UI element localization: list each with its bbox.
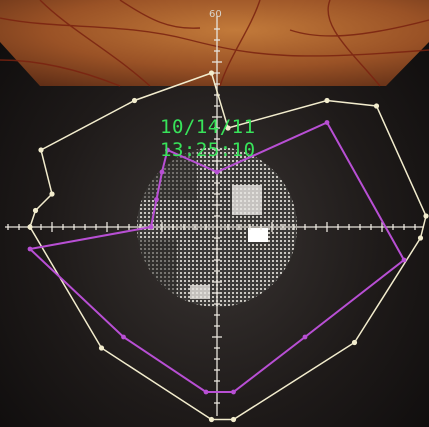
inner-field-point xyxy=(154,197,159,202)
capture-time: 13:25:10 xyxy=(160,139,256,161)
crosshair-axes xyxy=(5,16,424,416)
inner-field-point xyxy=(302,334,308,340)
inner-field-point xyxy=(231,389,236,395)
outer-field-point xyxy=(27,224,33,230)
inner-field-points xyxy=(27,120,407,395)
outer-field-point xyxy=(230,416,237,423)
inner-field-point xyxy=(324,120,330,125)
outer-field-point xyxy=(32,207,39,214)
outer-field-point xyxy=(98,345,105,351)
outer-field-outline xyxy=(29,72,427,421)
outer-field-point xyxy=(417,235,424,241)
outer-field-point xyxy=(208,416,215,423)
inner-field-point xyxy=(159,169,165,175)
outer-field-point xyxy=(373,103,380,109)
outer-field-point xyxy=(49,191,55,197)
inner-field-point xyxy=(401,257,407,263)
outer-field-point xyxy=(131,97,138,104)
axis-max-label: 60 xyxy=(209,9,222,20)
outer-field-point xyxy=(351,339,358,346)
outer-field-point xyxy=(225,125,231,131)
inner-field-point xyxy=(148,224,154,230)
inner-field-point xyxy=(165,147,170,153)
outer-field-point xyxy=(423,213,429,219)
inner-field-point xyxy=(121,334,126,340)
outer-field-points xyxy=(27,70,429,423)
outer-field-point xyxy=(208,70,215,76)
fundus-photo xyxy=(0,0,429,87)
outer-field-point xyxy=(38,147,44,153)
outer-field-point xyxy=(324,97,330,104)
capture-date: 10/14/11 xyxy=(160,116,256,138)
inner-field-point xyxy=(27,246,33,252)
inner-field-point xyxy=(214,169,220,175)
inner-field-point xyxy=(203,389,209,395)
